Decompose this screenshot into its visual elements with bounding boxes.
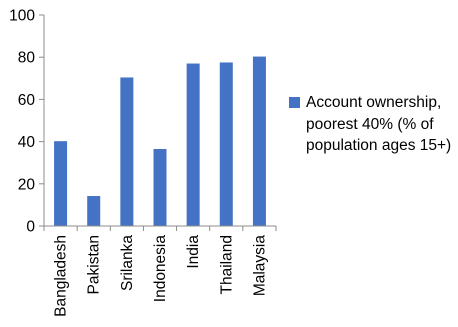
bar-indonesia <box>153 148 167 226</box>
y-axis: 0 20 40 60 80 100 <box>9 8 45 236</box>
bar-india <box>186 63 200 226</box>
legend-label: Account ownership, poorest 40% (% of pop… <box>306 94 452 154</box>
x-axis: Bangladesh Pakistan Srilanka Indonesia India… <box>43 225 277 317</box>
x-tick-label: Indonesia <box>152 235 169 303</box>
y-tick-label: 40 <box>18 134 36 151</box>
y-tick-label: 20 <box>18 176 36 193</box>
bars <box>54 56 266 227</box>
x-tick-label: Bangladesh <box>53 235 70 317</box>
y-tick-label: 0 <box>26 219 35 236</box>
y-tick-label: 60 <box>18 92 36 109</box>
y-tick-label: 100 <box>9 8 35 25</box>
y-tick-label: 80 <box>18 50 36 67</box>
bar-srilanka <box>120 77 134 227</box>
x-tick-label: Thailand <box>218 235 235 294</box>
x-tick-label: Pakistan <box>86 235 103 294</box>
x-tick-label: Malaysia <box>251 235 268 297</box>
legend: Account ownership, poorest 40% (% of pop… <box>289 92 455 157</box>
x-tick-label: India <box>185 235 202 269</box>
bar-thailand <box>219 62 233 226</box>
x-tick-label: Srilanka <box>119 235 136 291</box>
legend-swatch <box>289 97 300 108</box>
bar-malaysia <box>252 56 266 226</box>
bar-bangladesh <box>54 141 68 226</box>
bar-pakistan <box>87 196 101 226</box>
